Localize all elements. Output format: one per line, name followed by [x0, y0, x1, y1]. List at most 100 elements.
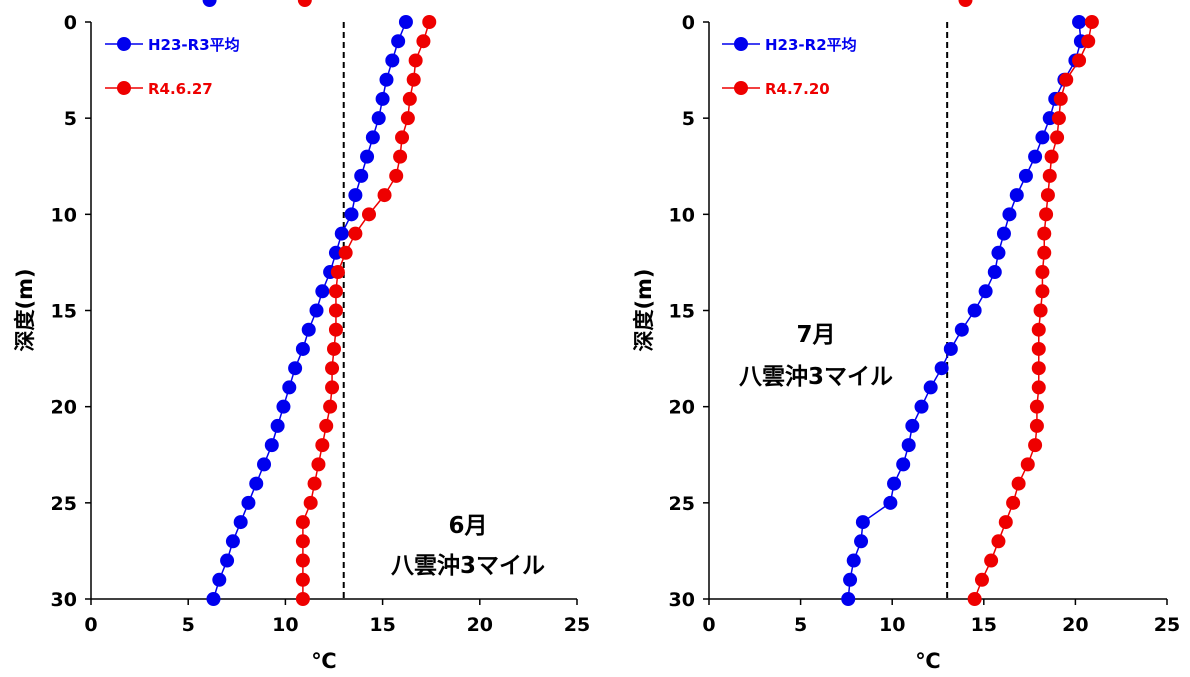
data-point	[319, 418, 334, 433]
data-point	[354, 168, 369, 183]
y-tick-label: 15	[669, 301, 695, 323]
data-point	[348, 188, 363, 203]
data-point	[295, 553, 310, 568]
y-tick-label: 25	[51, 493, 77, 515]
data-point	[1028, 438, 1043, 453]
data-point	[1031, 361, 1046, 376]
data-point	[311, 457, 326, 472]
data-point	[1020, 457, 1035, 472]
series-line-2	[973, 21, 1093, 600]
data-point	[854, 534, 869, 549]
data-point	[1039, 207, 1054, 222]
data-point	[923, 380, 938, 395]
data-point	[1002, 207, 1017, 222]
data-point	[901, 438, 916, 453]
data-point	[1033, 303, 1048, 318]
data-point	[328, 303, 343, 318]
data-point	[395, 130, 410, 145]
legend-swatch-marker	[734, 81, 748, 95]
data-point	[276, 399, 291, 414]
data-point	[325, 380, 340, 395]
x-tick-label: 0	[702, 614, 715, 636]
data-point	[206, 592, 221, 606]
data-point	[361, 207, 376, 222]
data-point	[1029, 399, 1044, 414]
data-point	[212, 572, 227, 587]
data-point	[402, 91, 417, 106]
data-point	[905, 418, 920, 433]
x-axis-title: ℃	[915, 649, 940, 673]
data-point	[855, 515, 870, 530]
x-tick-label: 5	[182, 614, 195, 636]
data-point	[348, 226, 363, 241]
data-point	[360, 149, 375, 164]
data-point	[1072, 15, 1087, 29]
data-point	[967, 303, 982, 318]
data-point	[1059, 72, 1074, 87]
data-point	[202, 0, 217, 7]
data-point	[1011, 476, 1026, 491]
data-point	[1044, 149, 1059, 164]
data-point	[1072, 53, 1087, 68]
x-tick-label: 25	[564, 614, 590, 636]
annotation-month: 7月	[796, 322, 835, 348]
data-point	[896, 457, 911, 472]
x-tick-label: 20	[467, 614, 493, 636]
data-point	[422, 15, 437, 29]
data-point	[1053, 91, 1068, 106]
y-tick-label: 30	[669, 589, 695, 611]
data-point	[385, 53, 400, 68]
data-point	[303, 495, 318, 510]
data-point	[406, 72, 421, 87]
data-point	[984, 553, 999, 568]
data-point	[1040, 188, 1055, 203]
data-point	[1051, 111, 1066, 126]
y-tick-label: 0	[64, 12, 77, 34]
data-point	[309, 303, 324, 318]
data-point	[295, 515, 310, 530]
legend-swatch-marker	[117, 37, 131, 51]
data-point	[1050, 130, 1065, 145]
data-point	[991, 245, 1006, 260]
data-point	[1035, 265, 1050, 280]
data-point	[365, 130, 380, 145]
x-tick-label: 15	[971, 614, 997, 636]
data-point	[328, 245, 343, 260]
data-point	[225, 534, 240, 549]
annotation-location: 八雲沖3マイル	[739, 364, 893, 390]
data-point	[1031, 380, 1046, 395]
y-tick-label: 10	[51, 204, 77, 226]
data-point	[1031, 322, 1046, 337]
y-tick-label: 5	[682, 108, 695, 130]
data-point	[958, 0, 973, 7]
annotation-month: 6月	[448, 513, 487, 539]
data-point	[998, 515, 1013, 530]
x-axis-title: ℃	[311, 649, 336, 673]
data-point	[954, 322, 969, 337]
data-point	[327, 341, 341, 356]
data-point	[883, 495, 898, 510]
data-point	[295, 572, 310, 587]
y-tick-label: 20	[669, 397, 695, 419]
data-point	[325, 361, 340, 376]
y-tick-label: 15	[51, 301, 77, 323]
data-point	[270, 418, 285, 433]
data-point	[301, 322, 316, 337]
data-point	[987, 265, 1002, 280]
data-point	[887, 476, 902, 491]
chart-panel-2: 0 5 10 15 20 25 30 0 5 10 15 20 25 ℃ 深度(m) H23-R2平均 R4.7…	[632, 0, 1180, 673]
legend-label: R4.6.27	[148, 80, 213, 98]
data-point	[334, 226, 349, 241]
data-point	[391, 34, 406, 49]
legend-swatch-marker	[117, 81, 131, 95]
x-tick-label: 5	[794, 614, 807, 636]
data-point	[379, 72, 394, 87]
data-point	[1081, 34, 1096, 49]
data-point	[416, 34, 431, 49]
data-point	[295, 534, 310, 549]
data-point	[841, 592, 856, 606]
data-point	[315, 438, 330, 453]
data-point	[295, 592, 310, 606]
data-point	[257, 457, 272, 472]
